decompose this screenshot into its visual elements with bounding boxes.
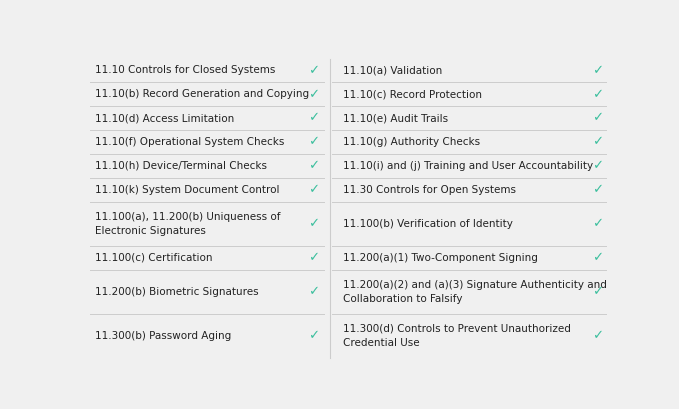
Text: ✓: ✓ (592, 285, 604, 298)
Text: 11.200(b) Biometric Signatures: 11.200(b) Biometric Signatures (95, 287, 259, 297)
Text: 11.30 Controls for Open Systems: 11.30 Controls for Open Systems (343, 184, 516, 195)
Text: ✓: ✓ (592, 183, 604, 196)
Text: ✓: ✓ (308, 183, 319, 196)
Text: ✓: ✓ (308, 285, 319, 298)
Text: ✓: ✓ (592, 135, 604, 148)
Text: 11.10(i) and (j) Training and User Accountability: 11.10(i) and (j) Training and User Accou… (343, 161, 593, 171)
Text: 11.10(d) Access Limitation: 11.10(d) Access Limitation (95, 113, 235, 123)
Text: 11.10(c) Record Protection: 11.10(c) Record Protection (343, 89, 481, 99)
Text: ✓: ✓ (592, 64, 604, 77)
Text: 11.10(f) Operational System Checks: 11.10(f) Operational System Checks (95, 137, 285, 147)
Text: 11.10(g) Authority Checks: 11.10(g) Authority Checks (343, 137, 480, 147)
Text: ✓: ✓ (592, 159, 604, 172)
Text: 11.100(c) Certification: 11.100(c) Certification (95, 253, 213, 263)
Text: 11.200(a)(2) and (a)(3) Signature Authenticity and
Collaboration to Falsify: 11.200(a)(2) and (a)(3) Signature Authen… (343, 280, 606, 303)
Text: ✓: ✓ (308, 88, 319, 101)
Text: ✓: ✓ (308, 159, 319, 172)
Text: 11.200(a)(1) Two-Component Signing: 11.200(a)(1) Two-Component Signing (343, 253, 538, 263)
Text: 11.300(d) Controls to Prevent Unauthorized
Credential Use: 11.300(d) Controls to Prevent Unauthoriz… (343, 324, 570, 348)
Text: ✓: ✓ (308, 329, 319, 342)
Text: 11.100(a), 11.200(b) Uniqueness of
Electronic Signatures: 11.100(a), 11.200(b) Uniqueness of Elect… (95, 211, 281, 236)
Text: 11.10 Controls for Closed Systems: 11.10 Controls for Closed Systems (95, 65, 276, 75)
Text: ✓: ✓ (592, 88, 604, 101)
Text: ✓: ✓ (592, 329, 604, 342)
Text: 11.10(a) Validation: 11.10(a) Validation (343, 65, 442, 75)
Text: 11.100(b) Verification of Identity: 11.100(b) Verification of Identity (343, 219, 513, 229)
Text: 11.10(b) Record Generation and Copying: 11.10(b) Record Generation and Copying (95, 89, 310, 99)
Text: 11.10(k) System Document Control: 11.10(k) System Document Control (95, 184, 280, 195)
Text: 11.10(e) Audit Trails: 11.10(e) Audit Trails (343, 113, 448, 123)
Text: ✓: ✓ (592, 217, 604, 230)
Text: ✓: ✓ (592, 112, 604, 125)
Text: ✓: ✓ (308, 135, 319, 148)
Text: ✓: ✓ (308, 112, 319, 125)
Text: ✓: ✓ (308, 64, 319, 77)
Text: ✓: ✓ (308, 251, 319, 264)
Text: 11.300(b) Password Aging: 11.300(b) Password Aging (95, 330, 232, 341)
Text: ✓: ✓ (592, 251, 604, 264)
Text: 11.10(h) Device/Terminal Checks: 11.10(h) Device/Terminal Checks (95, 161, 268, 171)
Text: ✓: ✓ (308, 217, 319, 230)
